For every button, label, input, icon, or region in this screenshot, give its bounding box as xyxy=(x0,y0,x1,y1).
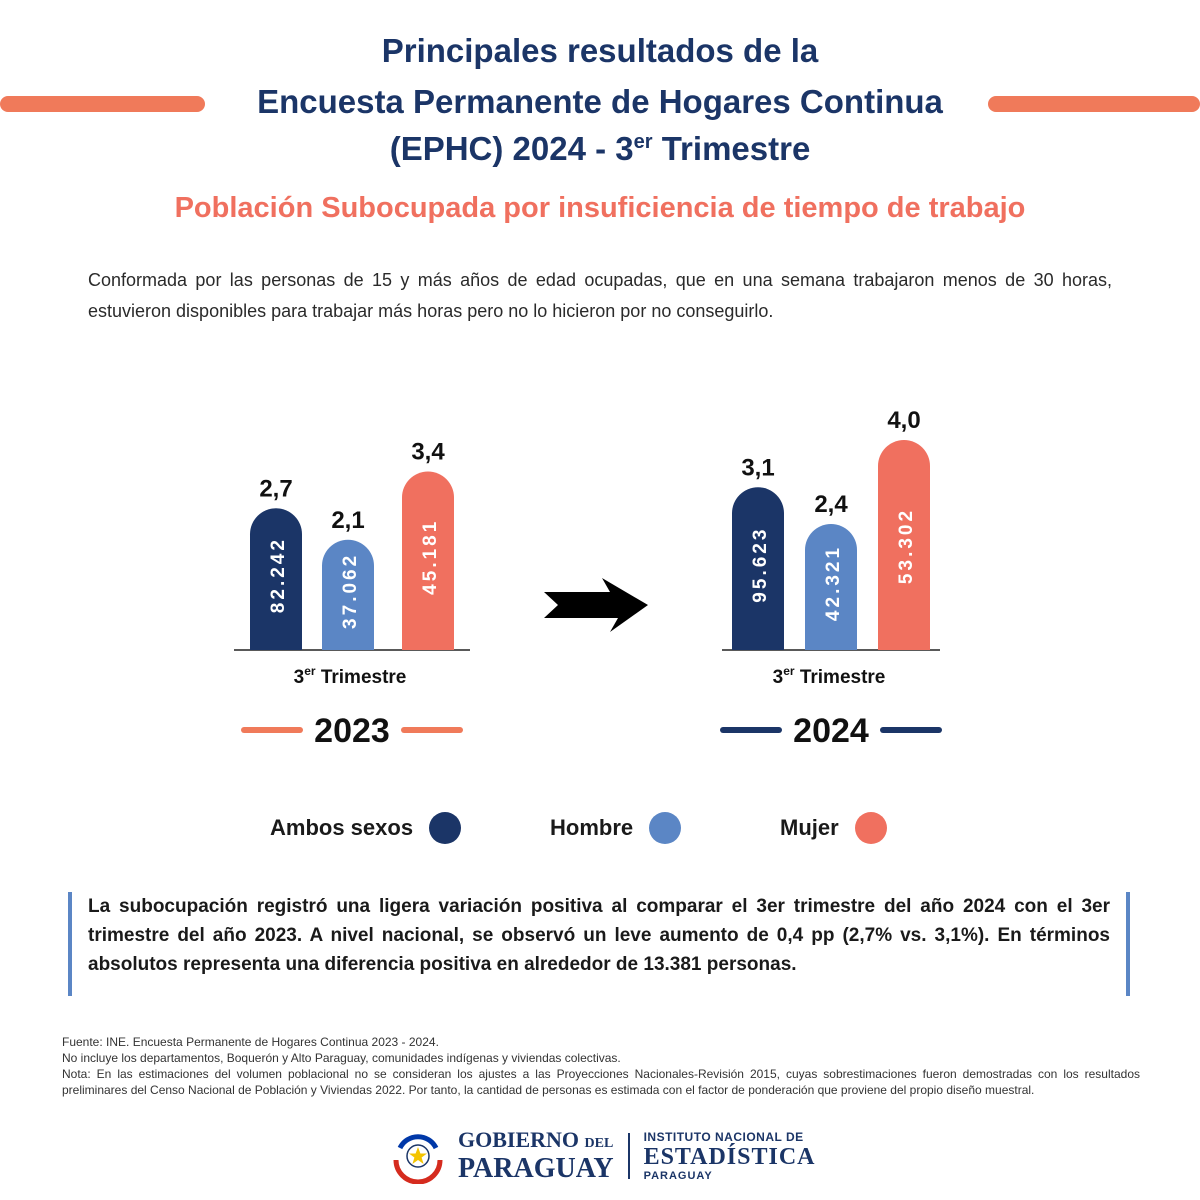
summary-note-text: La subocupación registró una ligera vari… xyxy=(88,896,1110,975)
bar xyxy=(402,471,454,650)
period-label: 3er Trimestre xyxy=(294,664,407,688)
bar xyxy=(322,539,374,650)
footer-source: Fuente: INE. Encuesta Permanente de Hoga… xyxy=(62,1035,439,1049)
arrow-right-icon xyxy=(544,578,648,632)
data-label-percent: 2,4 xyxy=(814,491,848,518)
footer-notes: Fuente: INE. Encuesta Permanente de Hoga… xyxy=(62,1034,1140,1098)
data-label-persons: 45.181 xyxy=(420,519,441,595)
logo-divider xyxy=(627,1133,630,1179)
bar xyxy=(732,487,784,650)
data-label-percent: 2,7 xyxy=(259,475,292,502)
data-label-percent: 4,0 xyxy=(887,407,920,434)
page-title-line3: (EPHC) 2024 - 3er Trimestre xyxy=(0,122,1200,169)
gobierno-logo-text: GOBIERNO DEL PARAGUAY xyxy=(458,1129,614,1183)
gov-line2: PARAGUAY xyxy=(458,1153,614,1184)
data-label-persons: 95.623 xyxy=(750,527,771,603)
legend-label: Ambos sexos xyxy=(270,815,414,840)
ine-line2: ESTADÍSTICA xyxy=(643,1144,816,1170)
bar-chart: 2,7 82.242 2,1 37.062 3,4 45.181 3er Trimestre… xyxy=(234,407,942,750)
legend-label: Hombre xyxy=(550,815,634,840)
page-title-line1: Principales resultados de la xyxy=(381,32,819,69)
paraguay-seal-icon xyxy=(392,1130,444,1184)
decorative-bar-right xyxy=(988,96,1200,112)
legend-item-hombre: Hombre xyxy=(550,810,682,846)
legend-item-ambos: Ambos sexos xyxy=(270,810,462,846)
data-label-percent: 2,1 xyxy=(331,507,364,534)
data-label-percent: 3,1 xyxy=(741,454,774,481)
title-line3-end: Trimestre xyxy=(652,130,811,167)
legend-label: Mujer xyxy=(780,815,839,840)
definition-text: Conformada por las personas de 15 y más … xyxy=(88,270,1112,321)
title-line3-main: (EPHC) 2024 - 3 xyxy=(389,130,634,167)
data-label-persons: 82.242 xyxy=(268,537,289,613)
data-label-persons: 53.302 xyxy=(896,508,917,584)
footer-methodology-note: Nota: En las estimaciones del volumen po… xyxy=(62,1067,1140,1097)
gov-line1: GOBIERNO xyxy=(458,1127,580,1152)
bar xyxy=(878,440,930,650)
legend-item-mujer: Mujer xyxy=(780,810,887,846)
ine-line1: INSTITUTO NACIONAL DE xyxy=(643,1130,804,1144)
footer-exclusion: No incluye los departamentos, Boquerón y… xyxy=(62,1051,621,1065)
data-label-persons: 37.062 xyxy=(340,553,361,629)
data-label-percent: 3,4 xyxy=(411,439,445,466)
data-label-persons: 42.321 xyxy=(823,545,844,621)
legend-dot-coral xyxy=(854,812,887,844)
page-title-line2: Encuesta Permanente de Hogares Continua xyxy=(257,83,943,120)
decorative-bar-left xyxy=(0,96,205,112)
period-label: 3er Trimestre xyxy=(773,664,886,688)
year-label: 2024 xyxy=(793,712,869,750)
footer-logos: GOBIERNO DEL PARAGUAY INSTITUTO NACIONAL… xyxy=(390,1128,816,1184)
bar xyxy=(250,508,302,650)
section-subtitle: Población Subocupada por insuficiencia d… xyxy=(174,192,1026,224)
ine-line3: PARAGUAY xyxy=(643,1170,713,1182)
bar xyxy=(805,524,857,650)
legend-dot-navy xyxy=(429,812,462,844)
summary-note: La subocupación registró una ligera vari… xyxy=(68,892,1130,996)
title-line3-sup: er xyxy=(633,131,653,153)
ine-logo-text: INSTITUTO NACIONAL DE ESTADÍSTICA PARAGU… xyxy=(644,1130,816,1182)
year-label: 2023 xyxy=(314,712,390,750)
page-title: Encuesta Permanente de Hogares Continua … xyxy=(0,82,1200,169)
gov-del: DEL xyxy=(584,1136,614,1151)
legend-dot-lightblue xyxy=(649,812,682,844)
